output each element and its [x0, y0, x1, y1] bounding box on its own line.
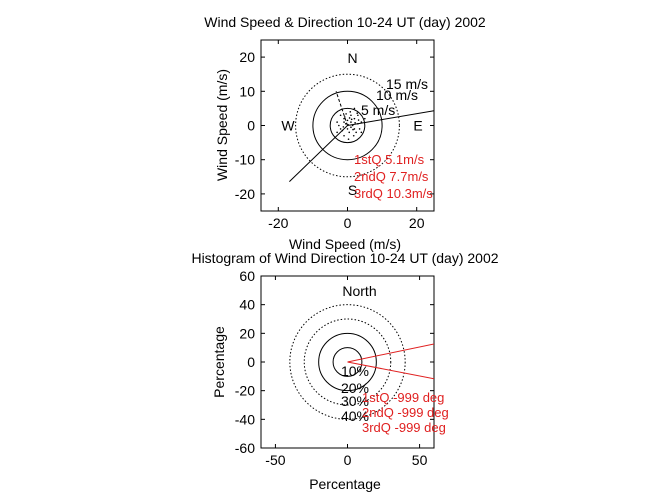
ring-label: 30%	[341, 393, 369, 409]
ring-label: 15 m/s	[386, 76, 428, 92]
bottom-x-axis-label: Percentage	[309, 476, 381, 492]
top-data-point	[364, 117, 366, 120]
top-data-point	[345, 113, 347, 115]
bottom-x-tick-label: 0	[344, 452, 352, 468]
top-y-tick-label: 20	[239, 49, 255, 65]
top-data-point	[348, 131, 351, 134]
bottom-ring	[289, 304, 406, 420]
top-data-point	[339, 128, 342, 130]
bottom-y-tick-label: 60	[239, 268, 255, 284]
top-plot-area: -20 0 20 -20 -10 0 10 20 N S W E 5 m/s10 m/s15 m/s 1s…	[235, 40, 434, 231]
bottom-y-axis-label: Percentage	[211, 326, 227, 398]
quartile-label: 3rdQ -999 deg	[362, 420, 446, 435]
top-data-point	[355, 131, 357, 134]
top-data-point	[357, 119, 360, 121]
ring-label: 10 m/s	[376, 87, 418, 103]
top-data-point	[343, 121, 345, 123]
quartile-label: 2ndQ -999 deg	[362, 405, 449, 420]
top-direction-vector	[289, 125, 348, 182]
bottom-y-tick-label: 40	[239, 297, 255, 313]
compass-north: N	[347, 50, 357, 66]
top-data-point	[347, 138, 350, 140]
bottom-clipped-plot	[289, 304, 434, 420]
bottom-y-tick-label: 20	[239, 325, 255, 341]
top-x-tick-label: 0	[344, 215, 352, 231]
top-direction-vector	[347, 110, 434, 126]
ring-label: 20%	[341, 380, 369, 396]
bottom-plot-area: -50 0 50 -60 -40 -20 0 20 40 60 North 10%20%30%40% 1…	[235, 268, 449, 468]
bottom-ring	[332, 347, 363, 377]
top-data-point	[350, 126, 352, 129]
top-data-point	[336, 131, 338, 134]
top-data-point	[344, 122, 347, 125]
top-data-point	[353, 107, 356, 110]
top-data-point	[346, 119, 349, 122]
bottom-ring	[303, 318, 392, 406]
bottom-ring	[318, 332, 377, 392]
top-data-point	[343, 116, 346, 118]
bottom-direction-vector	[347, 361, 434, 380]
ring-label: 10%	[341, 363, 369, 379]
top-direction-vector	[335, 91, 348, 126]
bottom-y-tick-label: -20	[235, 383, 255, 399]
bottom-x-tick-label: -50	[265, 452, 285, 468]
top-chart-title: Wind Speed & Direction 10-24 UT (day) 20…	[204, 14, 486, 30]
top-data-point	[354, 121, 356, 124]
top-y-tick-label: 0	[247, 118, 255, 134]
top-data-point	[353, 128, 356, 130]
top-data-point	[360, 131, 363, 134]
top-ring	[329, 107, 366, 144]
top-y-tick-label: 10	[239, 83, 255, 99]
top-data-point	[349, 111, 352, 113]
top-y-tick-label: -10	[235, 152, 255, 168]
top-data-point	[338, 124, 340, 127]
top-data-point	[352, 134, 355, 137]
ring-label: 40%	[341, 408, 369, 424]
quartile-label: 1stQ -999 deg	[362, 390, 444, 405]
bottom-direction-vector	[347, 343, 434, 363]
top-data-point	[358, 128, 361, 130]
bottom-x-tick-label: 50	[412, 452, 428, 468]
top-data-point	[353, 117, 356, 120]
top-data-point	[350, 118, 353, 121]
top-x-axis-label: Wind Speed (m/s)	[289, 236, 401, 252]
top-data-point	[336, 121, 338, 123]
top-data-point	[357, 114, 359, 117]
compass-east: E	[413, 118, 422, 134]
compass-south: S	[348, 182, 357, 198]
north-label: North	[342, 283, 376, 299]
top-data-point	[342, 126, 345, 128]
wind-direction-histogram-chart: Histogram of Wind Direction 10-24 UT (da…	[191, 250, 498, 492]
top-data-point	[356, 112, 358, 114]
quartile-label: 2ndQ 7.7m/s	[354, 169, 429, 184]
compass-west: W	[281, 118, 295, 134]
ring-label: 5 m/s	[361, 102, 395, 118]
bottom-y-tick-label: -60	[235, 440, 255, 456]
quartile-label: 3rdQ 10.3m/s	[354, 186, 433, 201]
top-data-point	[343, 117, 345, 120]
top-data-point	[350, 114, 352, 117]
top-y-axis-label: Wind Speed (m/s)	[214, 69, 230, 181]
top-ring	[295, 73, 400, 178]
top-y-tick-label: -20	[235, 186, 255, 202]
top-data-point	[348, 117, 351, 119]
bottom-y-tick-label: -40	[235, 411, 255, 427]
top-x-tick-label: -20	[268, 215, 288, 231]
top-clipped-plot	[289, 73, 434, 182]
top-data-point	[360, 121, 363, 123]
top-x-tick-label: 20	[409, 215, 425, 231]
wind-speed-direction-chart: Wind Speed & Direction 10-24 UT (day) 20…	[204, 14, 486, 252]
top-data-point	[350, 121, 352, 123]
top-ring	[312, 90, 383, 161]
top-data-point	[343, 134, 345, 137]
top-data-point	[346, 128, 349, 130]
top-data-point	[352, 128, 354, 131]
top-data-point	[339, 114, 342, 117]
bottom-chart-title: Histogram of Wind Direction 10-24 UT (da…	[191, 250, 498, 266]
quartile-label: 1stQ 5.1m/s	[354, 152, 425, 167]
bottom-y-tick-label: 0	[247, 354, 255, 370]
